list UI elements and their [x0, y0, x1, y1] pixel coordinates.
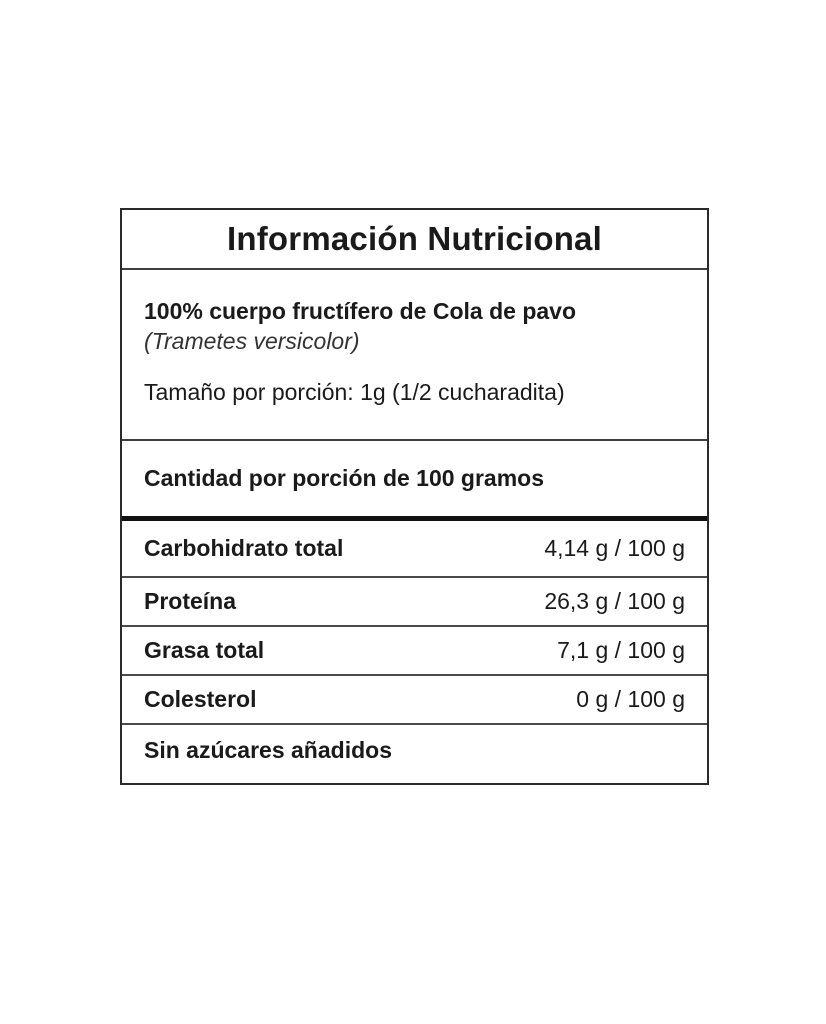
table-row-carbohydrate: Carbohidrato total 4,14 g / 100 g — [122, 521, 707, 578]
nutrient-name: Colesterol — [144, 686, 257, 712]
nutrient-name: Grasa total — [144, 637, 265, 663]
nutrient-value: 7,1 g / 100 g — [557, 637, 685, 663]
ingredient-name: 100% cuerpo fructífero de Cola de pavo — [144, 298, 577, 324]
nutrient-value: 4,14 g / 100 g — [544, 535, 685, 561]
table-row-cholesterol: Colesterol 0 g / 100 g — [122, 676, 707, 725]
label-title: Información Nutricional — [227, 220, 602, 257]
table-row-fat: Grasa total 7,1 g / 100 g — [122, 627, 707, 676]
no-added-sugar-note: Sin azúcares añadidos — [144, 737, 392, 763]
serving-size: Tamaño por porción: 1g (1/2 cucharadita) — [144, 379, 565, 405]
table-row-protein: Proteína 26,3 g / 100 g — [122, 578, 707, 627]
nutrient-name: Proteína — [144, 588, 237, 614]
amount-header: Cantidad por porción de 100 gramos — [144, 465, 545, 491]
label-header: Información Nutricional — [122, 210, 707, 270]
ingredient-section: 100% cuerpo fructífero de Cola de pavo (… — [122, 270, 707, 441]
nutrient-name: Carbohidrato total — [144, 535, 344, 561]
footer-section: Sin azúcares añadidos — [122, 725, 707, 776]
nutrient-value: 26,3 g / 100 g — [544, 588, 685, 614]
amount-header-section: Cantidad por porción de 100 gramos — [122, 441, 707, 521]
scientific-name: (Trametes versicolor) — [144, 328, 360, 354]
nutrition-label: Información Nutricional 100% cuerpo fruc… — [120, 208, 709, 785]
nutrient-value: 0 g / 100 g — [576, 686, 685, 712]
